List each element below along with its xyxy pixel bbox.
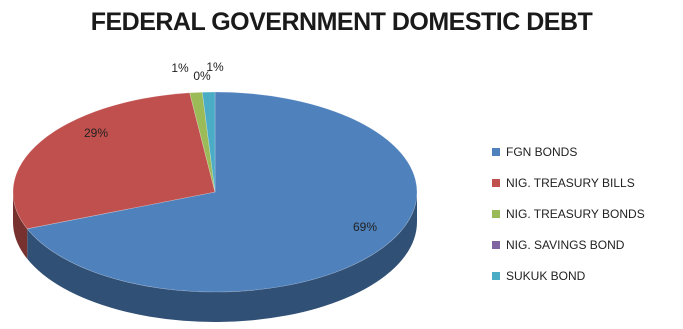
- legend-item: NIG. SAVINGS BOND: [492, 229, 682, 260]
- legend-label: FGN BONDS: [506, 144, 578, 159]
- legend-swatch: [492, 147, 500, 156]
- legend: FGN BONDS NIG. TREASURY BILLS NIG. TREASUR…: [492, 136, 682, 291]
- legend-item: NIG. TREASURY BILLS: [492, 167, 682, 198]
- pie-slice-0: [26, 91, 418, 293]
- data-label-3: 0%: [193, 69, 211, 83]
- pie-slice-2: [189, 91, 216, 193]
- legend-label: SUKUK BOND: [506, 268, 586, 283]
- pie-side-1: [13, 192, 28, 259]
- pie-slice-4: [201, 91, 216, 193]
- legend-swatch: [492, 178, 500, 187]
- legend-item: NIG. TREASURY BONDS: [492, 198, 682, 229]
- legend-label: NIG. SAVINGS BOND: [506, 237, 625, 252]
- data-label-2: 1%: [171, 61, 189, 75]
- legend-label: NIG. TREASURY BONDS: [506, 206, 645, 221]
- chart-title: FEDERAL GOVERNMENT DOMESTIC DEBT: [90, 8, 593, 36]
- data-label-0: 69%: [353, 220, 377, 234]
- legend-item: FGN BONDS: [492, 136, 682, 167]
- data-label-1: 29%: [84, 126, 108, 140]
- pie-side-0: [27, 192, 417, 322]
- pie-slice-1: [12, 92, 216, 230]
- data-label-4: 1%: [206, 60, 224, 74]
- legend-swatch: [492, 209, 500, 218]
- legend-label: NIG. TREASURY BILLS: [506, 175, 635, 190]
- legend-item: SUKUK BOND: [492, 260, 682, 291]
- legend-swatch: [492, 271, 500, 280]
- legend-swatch: [492, 240, 500, 249]
